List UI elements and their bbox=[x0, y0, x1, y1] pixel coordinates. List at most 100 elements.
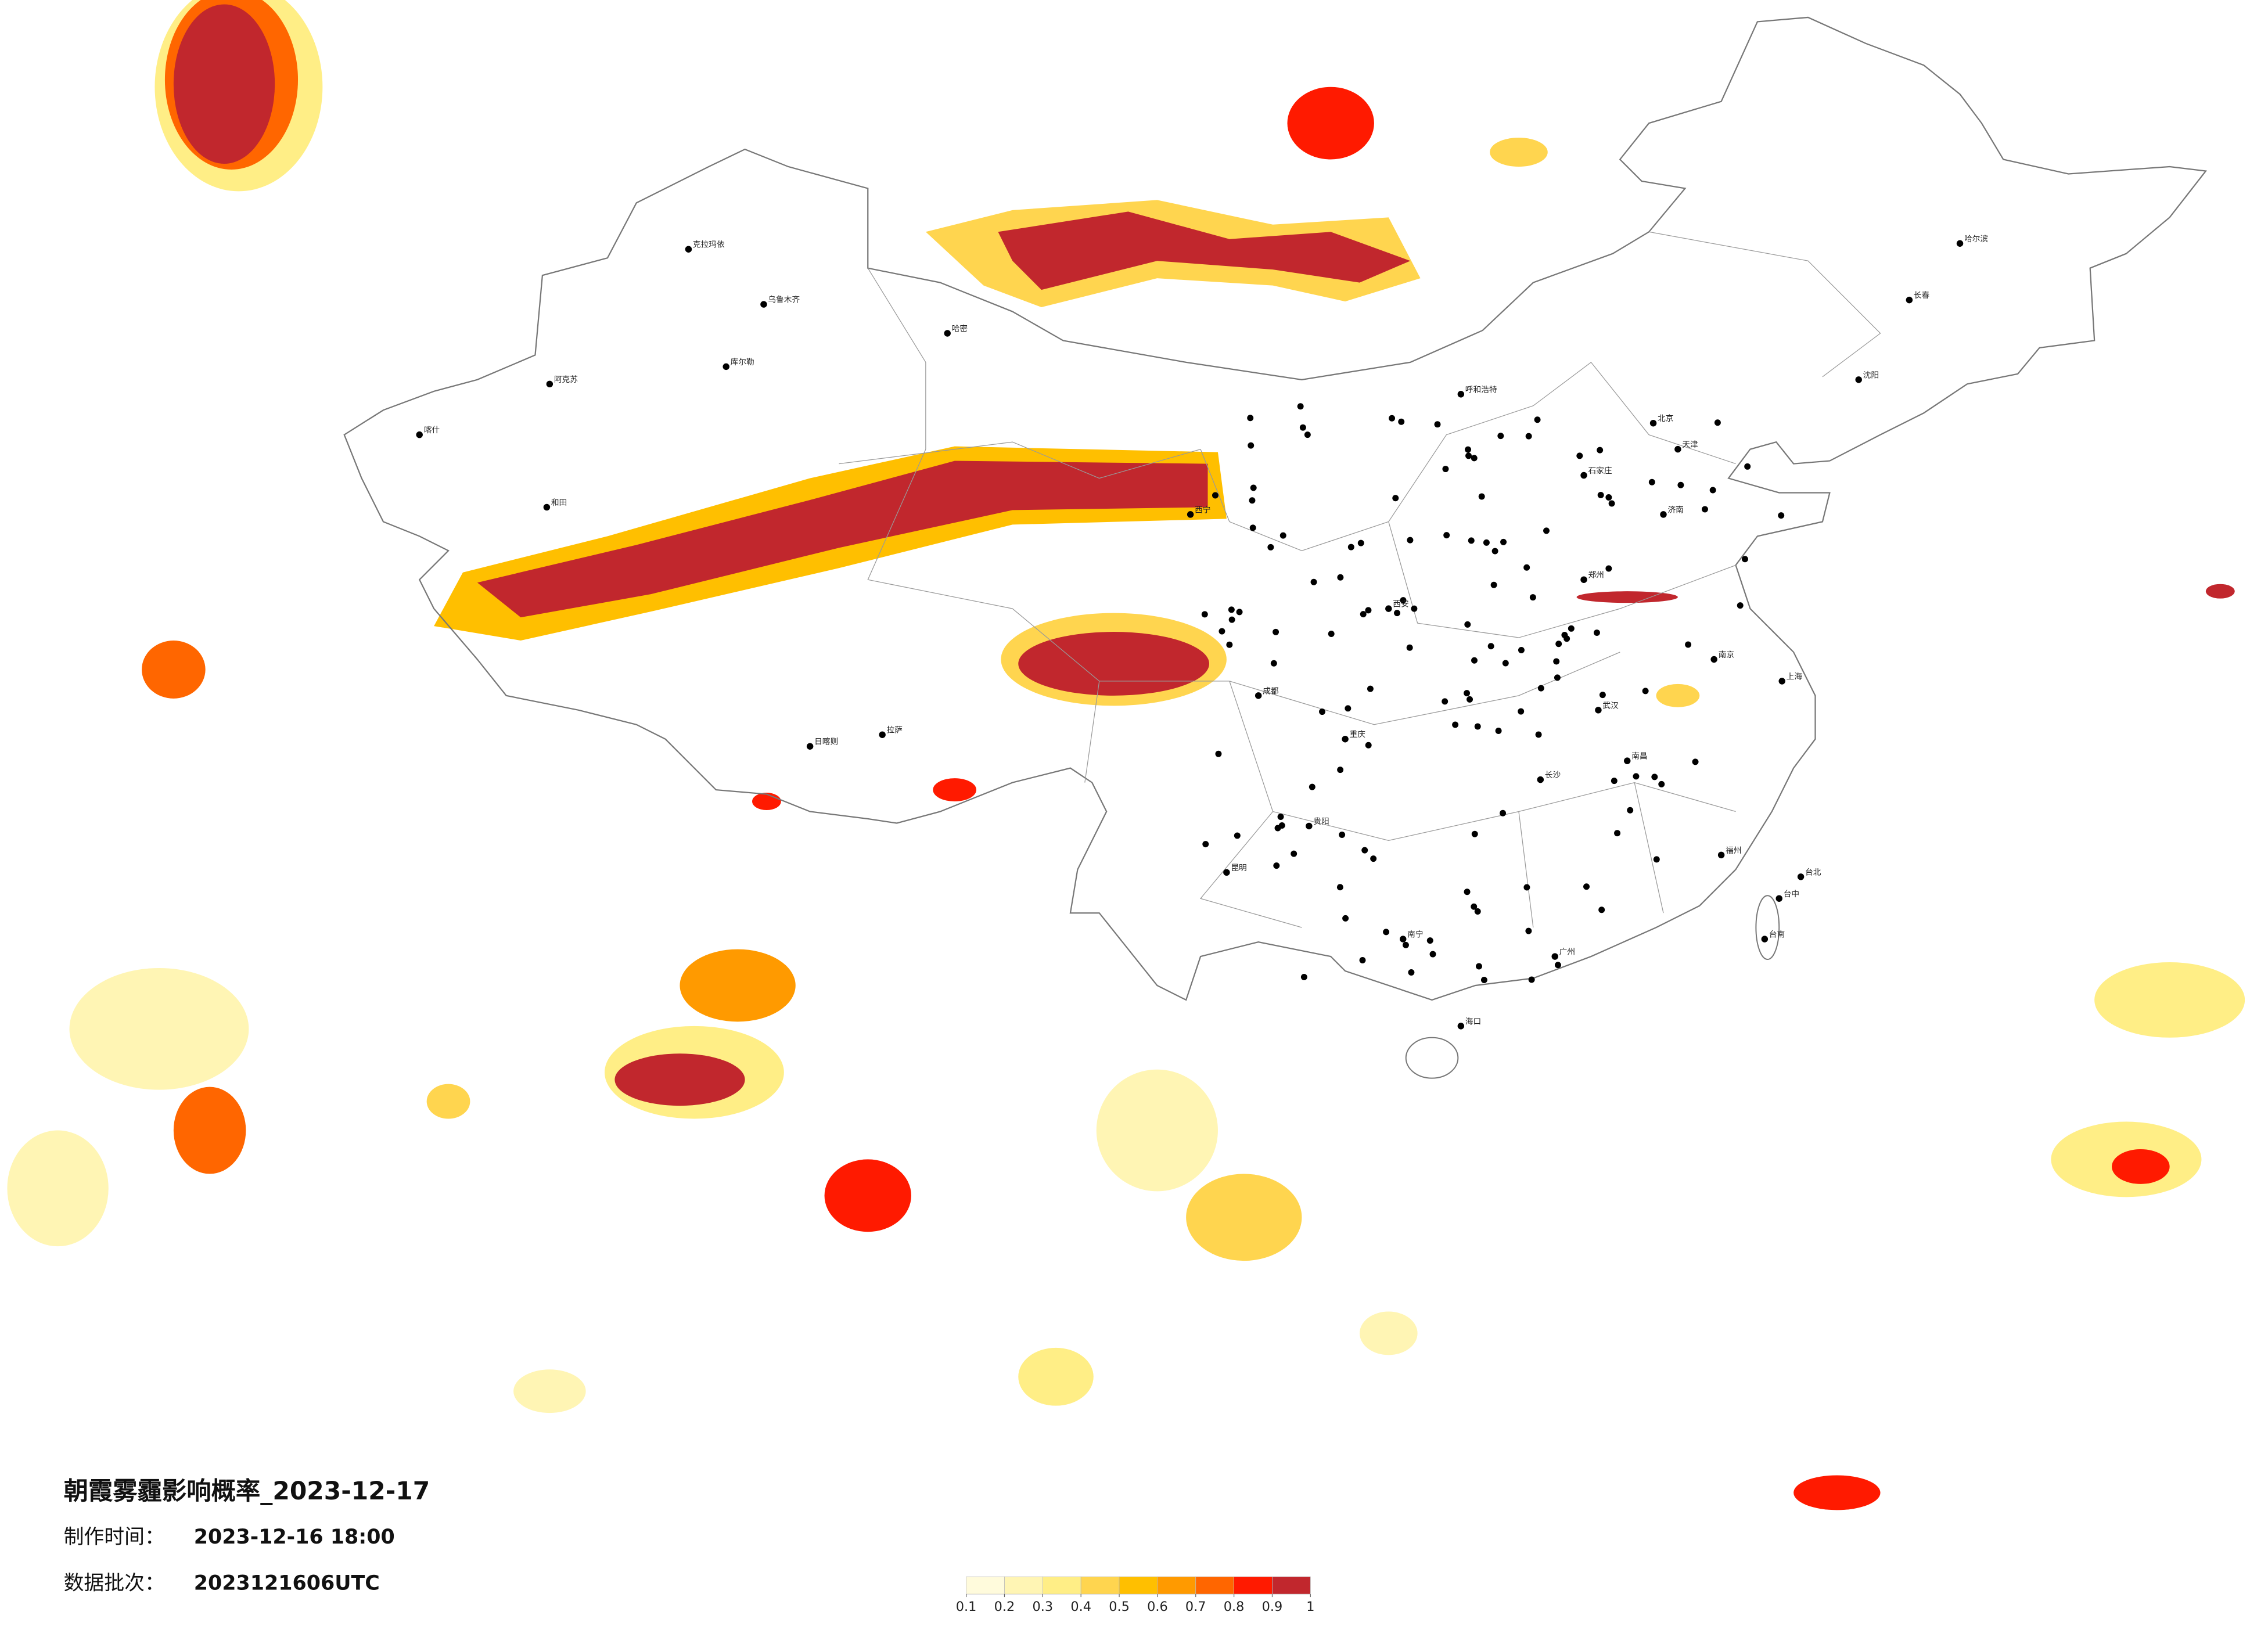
taiwan-island bbox=[1755, 895, 1780, 961]
colorbar-tick-label: 1 bbox=[1306, 1599, 1314, 1614]
city-dot bbox=[1674, 445, 1681, 453]
station-dot bbox=[1273, 628, 1279, 635]
haze-patch bbox=[1656, 684, 1700, 707]
city-dot bbox=[1778, 678, 1785, 685]
haze-patch bbox=[477, 461, 1208, 618]
city-dot bbox=[1255, 692, 1262, 699]
station-dot bbox=[1692, 758, 1699, 765]
city-dot bbox=[1306, 822, 1313, 830]
station-dot bbox=[1212, 492, 1219, 499]
city-dot bbox=[1956, 240, 1964, 247]
station-dot bbox=[1518, 708, 1525, 715]
station-dot bbox=[1523, 884, 1530, 891]
station-dot bbox=[1202, 841, 1209, 848]
city-label: 天津 bbox=[1682, 440, 1698, 449]
station-dot bbox=[1543, 527, 1550, 534]
station-dot bbox=[1653, 856, 1660, 863]
city-label: 哈尔滨 bbox=[1964, 235, 1988, 244]
city-label: 海口 bbox=[1465, 1017, 1481, 1026]
station-dot bbox=[1614, 830, 1621, 837]
station-dot bbox=[1471, 830, 1478, 837]
station-dot bbox=[1535, 731, 1542, 738]
city-dot bbox=[1580, 576, 1587, 583]
station-dot bbox=[1598, 906, 1605, 913]
city-label: 福州 bbox=[1726, 846, 1741, 855]
city-dot bbox=[1717, 851, 1725, 859]
city-label: 和田 bbox=[551, 498, 567, 508]
colorbar-segment bbox=[1004, 1576, 1043, 1595]
haze-patch bbox=[1287, 87, 1374, 160]
city-label: 武汉 bbox=[1602, 701, 1619, 710]
colorbar-segment bbox=[1157, 1576, 1196, 1595]
china-border bbox=[343, 16, 2208, 1001]
station-dot bbox=[1452, 721, 1459, 728]
station-dot bbox=[1605, 565, 1612, 572]
station-dot bbox=[1701, 506, 1708, 513]
station-dot bbox=[1611, 778, 1618, 785]
station-dot bbox=[1467, 696, 1473, 703]
city-label: 西安 bbox=[1393, 600, 1408, 609]
station-dot bbox=[1278, 822, 1285, 829]
station-dot bbox=[1597, 491, 1604, 498]
station-dot bbox=[1249, 524, 1256, 531]
city-label: 南昌 bbox=[1631, 752, 1647, 761]
station-dot bbox=[1478, 493, 1485, 500]
haze-patch bbox=[1096, 1069, 1218, 1192]
city-label: 南宁 bbox=[1407, 930, 1423, 940]
city-label: 台南 bbox=[1769, 930, 1785, 940]
station-dot bbox=[1464, 888, 1471, 895]
station-dot bbox=[1474, 908, 1481, 915]
station-dot bbox=[1555, 641, 1562, 647]
station-dot bbox=[1359, 957, 1366, 964]
station-dot bbox=[1648, 479, 1655, 485]
city-label: 沈阳 bbox=[1863, 370, 1879, 380]
batch: 2023121606UTC bbox=[194, 1572, 380, 1595]
haze-patch bbox=[1018, 632, 1210, 696]
station-dot bbox=[1407, 537, 1414, 544]
station-dot bbox=[1464, 690, 1471, 697]
station-dot bbox=[1234, 832, 1241, 839]
station-dot bbox=[1518, 647, 1525, 653]
city-dot bbox=[879, 731, 886, 738]
station-dot bbox=[1465, 446, 1472, 453]
city-dot bbox=[1457, 391, 1465, 398]
city-label: 北京 bbox=[1658, 414, 1673, 423]
station-dot bbox=[1442, 466, 1449, 473]
haze-patch bbox=[1793, 1475, 1881, 1510]
station-dot bbox=[1471, 657, 1478, 664]
city-dot bbox=[1223, 869, 1230, 876]
station-dot bbox=[1714, 419, 1721, 426]
city-dot bbox=[1797, 873, 1805, 880]
city-label: 长春 bbox=[1914, 291, 1930, 300]
station-dot bbox=[1361, 847, 1368, 854]
city-dot bbox=[1775, 895, 1782, 902]
haze-patch bbox=[1360, 1311, 1418, 1355]
city-dot bbox=[1385, 605, 1392, 612]
station-dot bbox=[1525, 433, 1532, 440]
station-dot bbox=[1677, 481, 1684, 488]
station-dot bbox=[1300, 974, 1307, 980]
city-label: 济南 bbox=[1667, 505, 1683, 515]
city-label: 乌鲁木齐 bbox=[768, 296, 800, 305]
city-dot bbox=[1551, 953, 1558, 960]
station-dot bbox=[1483, 539, 1490, 546]
station-dot bbox=[1778, 512, 1785, 519]
station-dot bbox=[1336, 884, 1343, 891]
station-dot bbox=[1270, 660, 1277, 667]
colorbar-tick-label: 0.1 bbox=[956, 1599, 977, 1614]
city-dot bbox=[1855, 376, 1862, 383]
station-dot bbox=[1345, 705, 1352, 712]
station-dot bbox=[1534, 416, 1541, 423]
city-dot bbox=[546, 380, 553, 388]
station-dot bbox=[1411, 605, 1418, 612]
station-dot bbox=[1228, 606, 1235, 613]
colorbar-segment bbox=[1234, 1576, 1273, 1595]
colorbar-tick-label: 0.5 bbox=[1109, 1599, 1130, 1614]
haze-patch bbox=[2094, 962, 2245, 1038]
haze-patch bbox=[1186, 1174, 1302, 1261]
colorbar-tick-label: 0.2 bbox=[994, 1599, 1015, 1614]
city-dot bbox=[944, 330, 951, 337]
city-dot bbox=[1660, 511, 1667, 518]
station-dot bbox=[1339, 831, 1346, 838]
station-dot bbox=[1392, 495, 1399, 502]
